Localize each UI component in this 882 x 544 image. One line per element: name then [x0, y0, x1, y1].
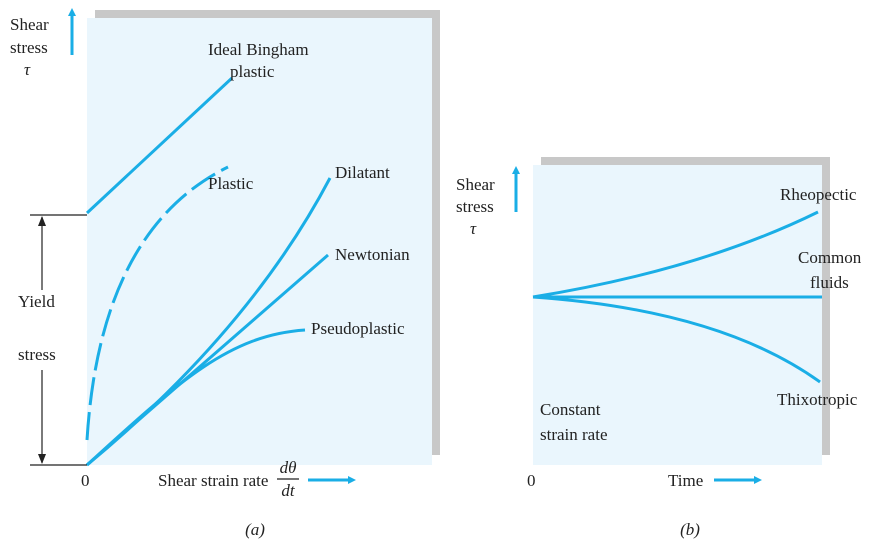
curve-label: fluids	[810, 273, 849, 292]
fraction-den: dt	[281, 481, 296, 500]
y-label: τ	[24, 60, 31, 79]
curve-label: Newtonian	[335, 245, 410, 264]
y-label: Shear	[456, 175, 495, 194]
x-label: Shear strain rate	[158, 471, 268, 490]
pseudoplastic-curve	[85, 328, 306, 467]
panel-b	[533, 165, 822, 465]
y-label: stress	[456, 197, 494, 216]
curve-label: Ideal Bingham	[208, 40, 309, 59]
note: Constant	[540, 400, 601, 419]
plastic-curve	[85, 165, 229, 441]
curve-label: Pseudoplastic	[311, 319, 405, 338]
x-label: Time	[668, 471, 703, 490]
curve-label: Thixotropic	[777, 390, 858, 409]
curve-label: Common	[798, 248, 862, 267]
curve-label: Rheopectic	[780, 185, 857, 204]
origin: 0	[81, 471, 90, 490]
caption: (a)	[245, 520, 265, 539]
panel-a	[87, 18, 432, 465]
yield-label: stress	[18, 345, 56, 364]
curve-label: Plastic	[208, 174, 254, 193]
rheopectic-curve	[532, 210, 819, 299]
origin: 0	[527, 471, 536, 490]
note: strain rate	[540, 425, 608, 444]
y-label: τ	[470, 219, 477, 238]
caption: (b)	[680, 520, 700, 539]
y-label: Shear	[10, 15, 49, 34]
y-label: stress	[10, 38, 48, 57]
bingham-curve	[85, 76, 234, 215]
curve-label: plastic	[230, 62, 275, 81]
yield-label: Yield	[18, 292, 55, 311]
curve-label: Dilatant	[335, 163, 390, 182]
thixotropic-curve	[532, 295, 821, 384]
fraction-num: dθ	[280, 458, 297, 477]
